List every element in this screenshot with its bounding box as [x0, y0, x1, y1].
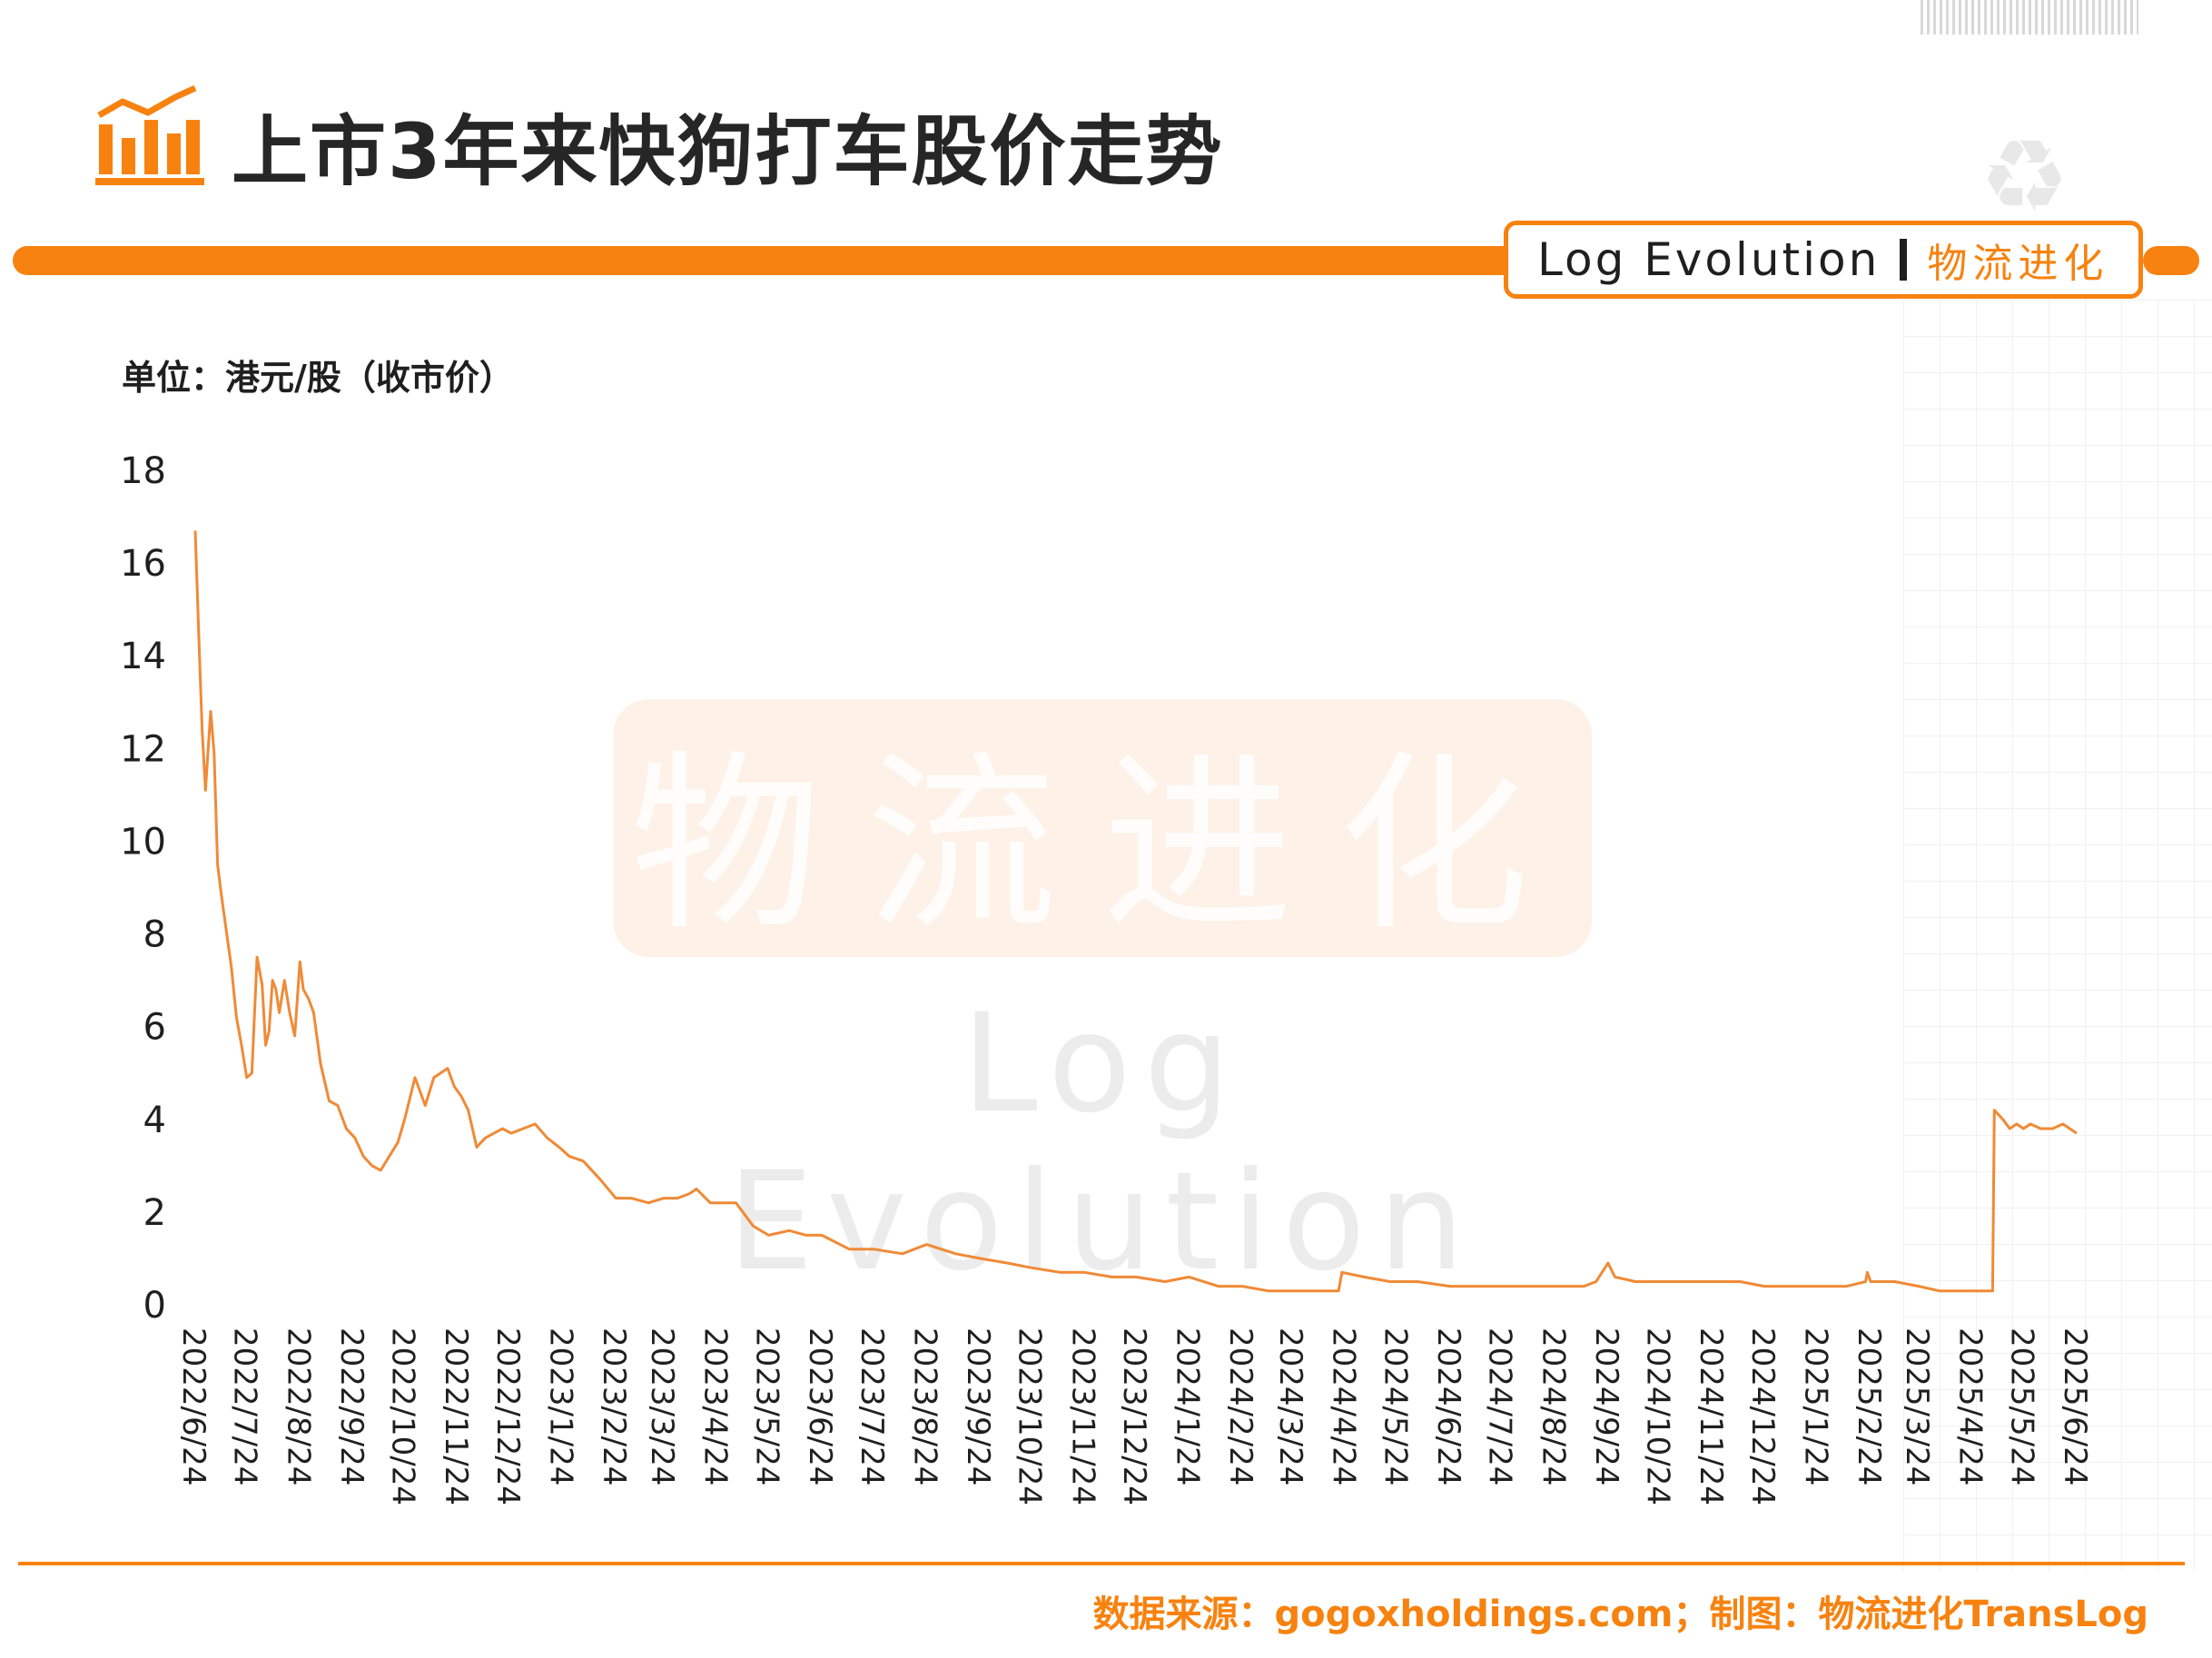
- x-tick-label: 2023/5/24: [748, 1327, 785, 1485]
- x-tick-label: 2022/7/24: [227, 1327, 263, 1485]
- brand-badge: Log Evolution 物流进化: [1504, 221, 2143, 299]
- x-tick-label: 2024/1/24: [1170, 1327, 1206, 1485]
- x-tick-label: 2024/4/24: [1326, 1327, 1362, 1485]
- y-tick-label: 0: [143, 1285, 166, 1327]
- x-tick-label: 2024/11/24: [1693, 1327, 1729, 1505]
- y-tick-label: 18: [120, 450, 166, 492]
- y-tick-label: 6: [143, 1007, 166, 1049]
- x-tick-label: 2022/8/24: [280, 1327, 316, 1485]
- x-tick-label: 2022/12/24: [489, 1327, 526, 1505]
- x-tick-label: 2024/7/24: [1482, 1327, 1518, 1485]
- x-tick-label: 2024/12/24: [1744, 1327, 1781, 1505]
- watermark-box: [613, 699, 1592, 957]
- y-tick-label: 2: [143, 1192, 166, 1234]
- page-title: 上市3年来快狗打车股价走势: [232, 107, 1224, 196]
- recycle-icon: ♻: [1980, 118, 2069, 234]
- x-tick-label: 2025/5/24: [2003, 1327, 2039, 1485]
- y-tick-label: 4: [143, 1100, 166, 1141]
- header-divider: [13, 246, 1520, 275]
- y-tick-label: 8: [143, 914, 166, 956]
- x-tick-label: 2025/2/24: [1851, 1327, 1887, 1485]
- y-tick-label: 14: [120, 636, 166, 677]
- x-tick-label: 2022/11/24: [438, 1327, 474, 1505]
- x-tick-label: 2023/10/24: [1012, 1327, 1048, 1505]
- x-tick-label: 2024/5/24: [1377, 1327, 1413, 1485]
- x-tick-label: 2023/3/24: [644, 1327, 680, 1485]
- brand-separator: [1900, 239, 1908, 281]
- x-tick-label: 2025/1/24: [1798, 1327, 1834, 1485]
- x-tick-label: 2024/3/24: [1272, 1327, 1308, 1485]
- footer-divider: [18, 1562, 2185, 1565]
- x-tick-label: 2023/7/24: [854, 1327, 890, 1485]
- x-tick-label: 2022/9/24: [333, 1327, 370, 1485]
- x-tick-label: 2023/9/24: [960, 1327, 996, 1485]
- x-tick-label: 2023/6/24: [802, 1327, 838, 1485]
- barcode-decoration: [1921, 0, 2138, 35]
- watermark-cn: 物流进化: [629, 734, 1575, 956]
- x-tick-label: 2023/4/24: [697, 1327, 734, 1485]
- y-tick-label: 10: [120, 821, 166, 863]
- brand-name-cn: 物流进化: [1927, 241, 2109, 287]
- price-series-line: [193, 530, 2078, 1293]
- x-tick-label: 2023/11/24: [1064, 1327, 1101, 1505]
- y-tick-label: 16: [120, 543, 166, 585]
- x-tick-label: 2024/2/24: [1222, 1327, 1259, 1485]
- x-tick-label: 2022/10/24: [385, 1327, 421, 1505]
- x-tick-label: 2025/3/24: [1899, 1327, 1935, 1485]
- unit-label: 单位：港元/股（收市价）: [122, 358, 514, 398]
- x-tick-label: 2024/8/24: [1535, 1327, 1571, 1485]
- brand-name-en: Log Evolution: [1537, 233, 1881, 286]
- x-tick-label: 2024/6/24: [1430, 1327, 1466, 1485]
- header-divider-end: [2143, 246, 2199, 275]
- x-axis-ticks: 2022/6/24 2022/7/24 2022/8/24 2022/9/24 2022…: [175, 1327, 2093, 1505]
- x-tick-label: 2023/12/24: [1116, 1327, 1152, 1505]
- footer-source: 数据来源：gogoxholdings.com；制图：物流进化TransLog: [1092, 1594, 2148, 1635]
- x-tick-label: 2024/9/24: [1588, 1327, 1624, 1485]
- x-tick-label: 2024/10/24: [1640, 1327, 1676, 1505]
- grid-decoration: [1903, 300, 2212, 1571]
- x-tick-label: 2023/2/24: [596, 1327, 632, 1485]
- x-tick-label: 2023/8/24: [906, 1327, 943, 1485]
- y-tick-label: 12: [120, 728, 166, 770]
- x-tick-label: 2023/1/24: [543, 1327, 579, 1485]
- x-tick-label: 2025/6/24: [2057, 1327, 2093, 1485]
- x-tick-label: 2025/4/24: [1952, 1327, 1989, 1485]
- y-axis-ticks: 0 2 4 6 8 10 12 14 16 18: [120, 450, 166, 1327]
- bar-chart-trend-icon: [95, 84, 204, 185]
- x-tick-label: 2022/6/24: [175, 1327, 212, 1485]
